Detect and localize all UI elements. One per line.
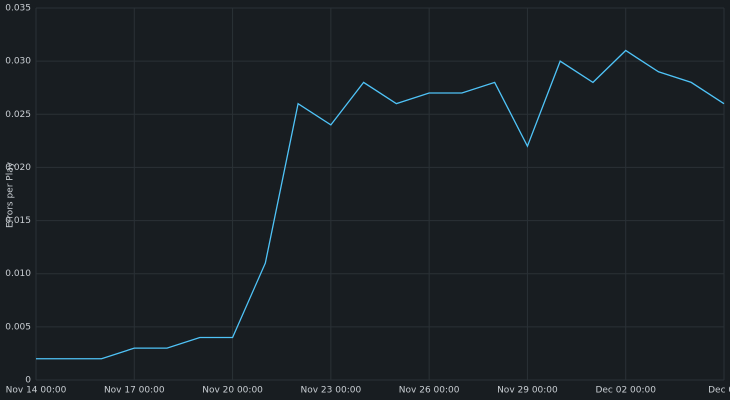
y-tick-label: 0.015	[5, 216, 31, 226]
x-tick-label: Nov 23 00:00	[301, 386, 362, 396]
y-tick-label: 0.005	[5, 322, 31, 332]
x-tick-label: Dec 05	[708, 386, 730, 396]
x-tick-label: Nov 20 00:00	[202, 386, 263, 396]
x-tick-label: Nov 14 00:00	[6, 386, 67, 396]
y-tick-label: 0.035	[5, 4, 31, 14]
x-tick-label: Nov 17 00:00	[104, 386, 165, 396]
y-tick-label: 0.010	[5, 269, 31, 279]
y-axis-label: Errors per Play	[6, 161, 16, 228]
y-tick-label: 0.030	[5, 57, 31, 67]
x-tick-label: Dec 02 00:00	[595, 386, 656, 396]
x-tick-label: Nov 29 00:00	[497, 386, 558, 396]
data-line	[36, 49, 725, 360]
y-tick-label: 0	[25, 376, 31, 386]
y-tick-label: 0.020	[5, 163, 31, 173]
x-tick-label: Nov 26 00:00	[399, 386, 460, 396]
y-tick-label: 0.025	[5, 110, 31, 120]
